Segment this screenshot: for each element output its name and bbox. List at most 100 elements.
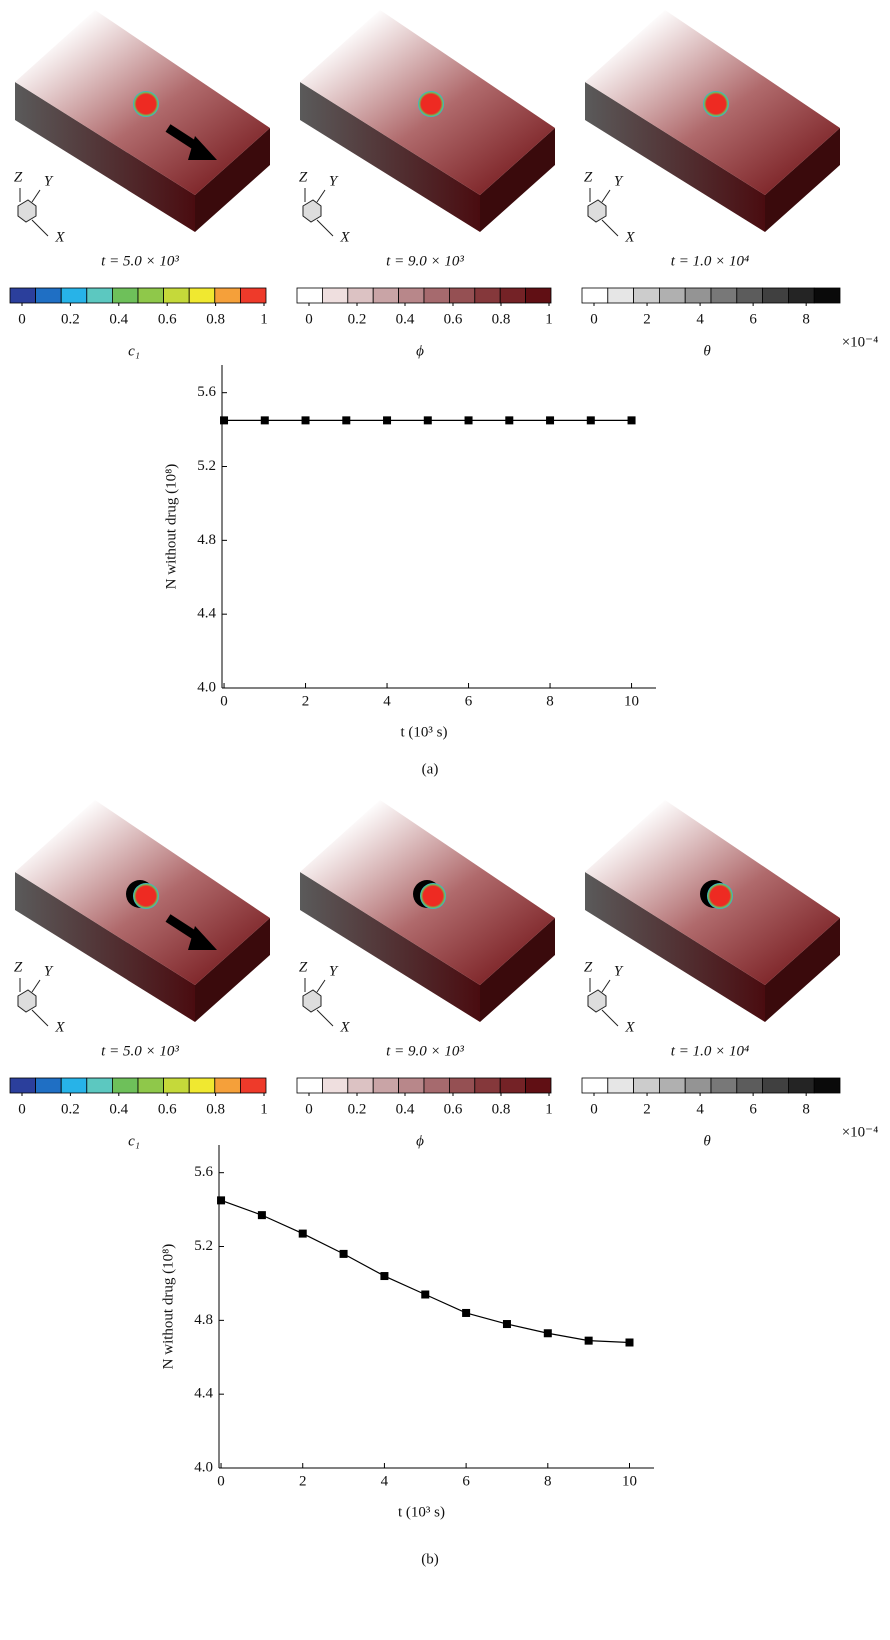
colorbar-segment <box>137 287 165 304</box>
y-tick-label: 4.0 <box>197 679 216 695</box>
colorbar-segment <box>581 287 609 304</box>
axis-letter: Z <box>299 169 308 185</box>
y-axis-label: N without drug (10⁸) <box>163 464 179 590</box>
x-tick-label: 4 <box>383 693 391 709</box>
colorbar-tick-label: 0.4 <box>396 1101 415 1117</box>
blob <box>420 883 446 909</box>
box-front <box>585 82 765 232</box>
axis-letter: Z <box>299 959 308 975</box>
colorbar-segment <box>112 1077 139 1094</box>
triad-x <box>316 1009 334 1027</box>
marker <box>260 416 269 425</box>
colorbar-segment <box>296 1077 323 1094</box>
colorbar-segment <box>35 287 62 304</box>
colorbar-segment <box>214 287 241 304</box>
snapshot-caption: t = 9.0 × 10³ <box>386 253 464 269</box>
x-tick-label: 4 <box>381 1473 389 1489</box>
colorbar-segment <box>423 1077 450 1094</box>
snapshot: Z Y Xt = 9.0 × 10³ <box>299 10 555 269</box>
colorbar-segment <box>321 1077 349 1094</box>
colorbar-tick-label: 2 <box>643 1101 651 1117</box>
colorbar-tick-label: 0.4 <box>109 311 128 327</box>
colorbar-segment <box>499 287 527 304</box>
triad-y <box>31 189 41 203</box>
axis-letter: X <box>624 1019 635 1035</box>
colorbar-segment <box>398 1077 425 1094</box>
colorbar-tick-label: 0.4 <box>396 311 415 327</box>
axis-letter: X <box>54 1019 65 1035</box>
colorbar-label: c₁ <box>128 343 140 359</box>
triad-cube <box>302 199 322 223</box>
colorbar-tick-label: 0 <box>305 311 313 327</box>
triad-y <box>316 189 326 203</box>
colorbar-tick-label: 0.8 <box>492 1101 511 1117</box>
box-front <box>15 872 195 1022</box>
colorbar-segment <box>214 1077 241 1094</box>
colorbar-tick-label: 0.6 <box>444 1101 463 1117</box>
colorbar-tick-label: 0.8 <box>206 311 225 327</box>
x-tick-label: 6 <box>465 693 473 709</box>
box-side <box>480 918 555 1022</box>
colorbar-tick-label: 0.4 <box>109 1101 128 1117</box>
box-front <box>300 872 480 1022</box>
colorbar-segment <box>296 287 323 304</box>
colorbar-segment <box>762 287 789 304</box>
colorbar-tick-label: 0.6 <box>158 1101 177 1117</box>
y-axis-label: N without drug (10⁸) <box>160 1244 176 1370</box>
triad-cube <box>302 989 322 1013</box>
axis-letter: Y <box>614 173 624 189</box>
marker <box>546 416 555 425</box>
blob <box>703 91 729 117</box>
axis-letter: X <box>624 229 635 245</box>
x-tick-label: 0 <box>220 693 228 709</box>
colorbar-label: θ <box>703 343 711 359</box>
colorbar-tick-label: 1 <box>260 311 268 327</box>
marker <box>217 1196 226 1205</box>
colorbar-segment <box>112 287 139 304</box>
marker <box>625 1338 634 1347</box>
y-tick-label: 5.2 <box>197 458 216 474</box>
colorbar-segment <box>525 1077 552 1094</box>
arrow-head <box>188 926 217 950</box>
marker <box>464 416 473 425</box>
x-tick-label: 10 <box>624 693 639 709</box>
colorbar-segment <box>448 1077 476 1094</box>
snapshot-caption: t = 9.0 × 10³ <box>386 1043 464 1059</box>
y-tick-label: 4.8 <box>197 532 216 548</box>
triad-x <box>601 219 619 237</box>
colorbar-segment <box>659 1077 686 1094</box>
colorbar-tick-label: 0.6 <box>444 311 463 327</box>
colorbar-tick-label: 0 <box>305 1101 313 1117</box>
colorbar-tick-label: 6 <box>749 1101 757 1117</box>
colorbar-segment <box>633 287 660 304</box>
colorbar-segment <box>499 1077 527 1094</box>
colorbar-segment <box>607 287 634 304</box>
colorbar-segment <box>9 287 37 304</box>
triad-x <box>316 219 334 237</box>
x-tick-label: 8 <box>544 1473 552 1489</box>
marker <box>584 1336 593 1345</box>
triad-y <box>601 979 611 993</box>
colorbar-segment <box>581 1077 609 1094</box>
colorbar-segment <box>525 287 552 304</box>
panel-label: (a) <box>422 761 439 777</box>
colorbar-segment <box>684 287 712 304</box>
axis-letter: X <box>54 229 65 245</box>
colorbar-segment <box>137 1077 165 1094</box>
colorbar-tick-label: 4 <box>696 311 704 327</box>
axis-letter: Y <box>329 173 339 189</box>
blob <box>707 883 733 909</box>
y-tick-label: 4.4 <box>197 606 216 622</box>
triad-cube <box>17 989 37 1013</box>
marker <box>505 416 514 425</box>
triad-y <box>31 979 41 993</box>
axis-letter: X <box>339 1019 350 1035</box>
box-side <box>765 128 840 232</box>
colorbar-segment <box>788 1077 815 1094</box>
colorbar-tick-label: 0.8 <box>492 311 511 327</box>
snapshot-caption: t = 5.0 × 10³ <box>101 253 179 269</box>
y-tick-label: 4.0 <box>194 1459 213 1475</box>
marker <box>339 1249 348 1258</box>
colorbar-segment <box>813 1077 841 1094</box>
colorbar-segment <box>9 1077 37 1094</box>
